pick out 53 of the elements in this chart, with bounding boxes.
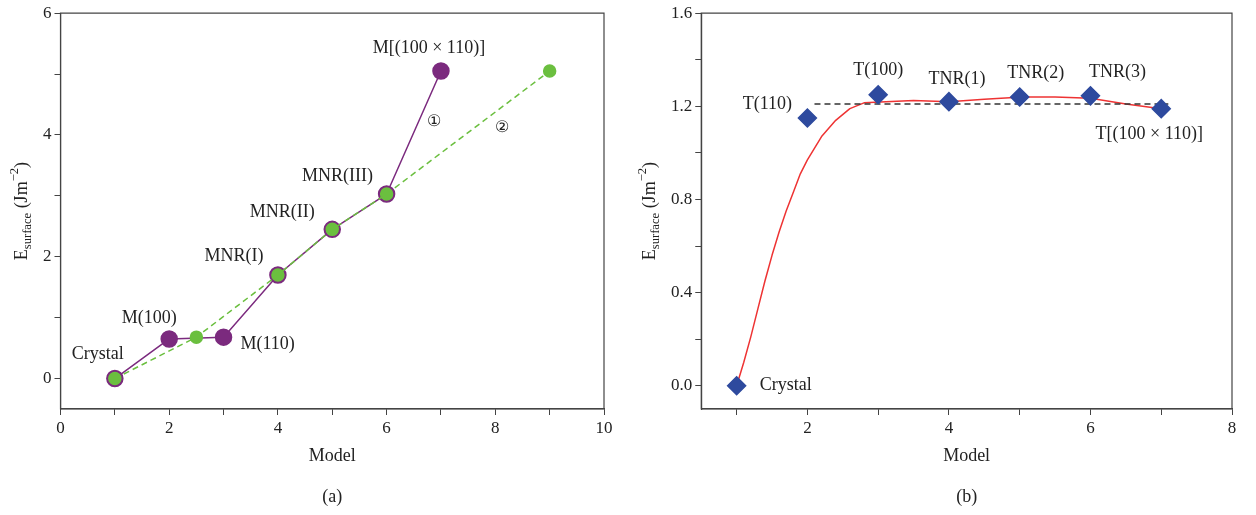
annotation: Crystal (71, 343, 124, 364)
x-tick-label: 8 (1227, 417, 1237, 437)
x-tick-label: 10 (595, 417, 613, 437)
annotation: M(110) (240, 332, 295, 354)
y-tick-label: 0 (43, 368, 52, 388)
point (214, 328, 233, 346)
y-tick-label: 4 (43, 124, 52, 144)
point (432, 62, 450, 80)
x-axis-title: Model (943, 444, 991, 465)
annotation: TNR(1) (928, 68, 986, 90)
y-axis-title: Esurface (Jm−2) (7, 161, 34, 261)
annotation: T[(100 × 110)] (1095, 123, 1203, 145)
point (542, 64, 557, 78)
point (797, 108, 818, 128)
y-tick-label: 0.8 (671, 188, 693, 208)
x-tick-label: 2 (803, 417, 812, 437)
annotation: T(100) (853, 59, 904, 81)
annotation: MNR(III) (302, 164, 374, 186)
x-tick-label: 8 (491, 417, 500, 437)
x-tick-label: 4 (944, 417, 954, 437)
point (1009, 87, 1030, 107)
y-tick-label: 0.4 (671, 282, 693, 302)
annotation: TNR(3) (1088, 60, 1146, 82)
text: (b) (956, 485, 978, 507)
annotation: M[(100 × 110)] (372, 36, 486, 58)
annotation: ① (427, 112, 442, 130)
annotation: Crystal (759, 374, 812, 395)
x-axis-title: Model (308, 444, 356, 465)
y-tick-label: 6 (43, 2, 52, 22)
point (726, 375, 747, 396)
point (1151, 98, 1171, 119)
point (868, 84, 888, 105)
point (1080, 86, 1101, 106)
annotation: T(110) (742, 92, 793, 114)
y-axis-title: Esurface (Jm−2) (635, 161, 662, 261)
y-tick-label: 1.2 (671, 95, 693, 115)
x-tick-label: 4 (273, 417, 283, 437)
annotation: M(100) (121, 306, 177, 328)
text: (a) (322, 485, 343, 507)
y-tick-label: 0.0 (671, 375, 693, 395)
y-tick-label: 2 (43, 246, 52, 266)
annotation: TNR(2) (1007, 61, 1065, 83)
x-tick-label: 6 (382, 417, 391, 437)
point (189, 330, 204, 344)
point (160, 330, 178, 348)
x-tick-label: 6 (1086, 417, 1095, 437)
annotation: ② (495, 118, 510, 136)
x-tick-label: 2 (164, 417, 174, 437)
x-tick-label: 0 (56, 417, 65, 437)
annotation: MNR(I) (204, 244, 264, 266)
annotation: MNR(II) (249, 201, 315, 223)
y-tick-label: 1.6 (671, 2, 693, 22)
point (939, 91, 959, 112)
